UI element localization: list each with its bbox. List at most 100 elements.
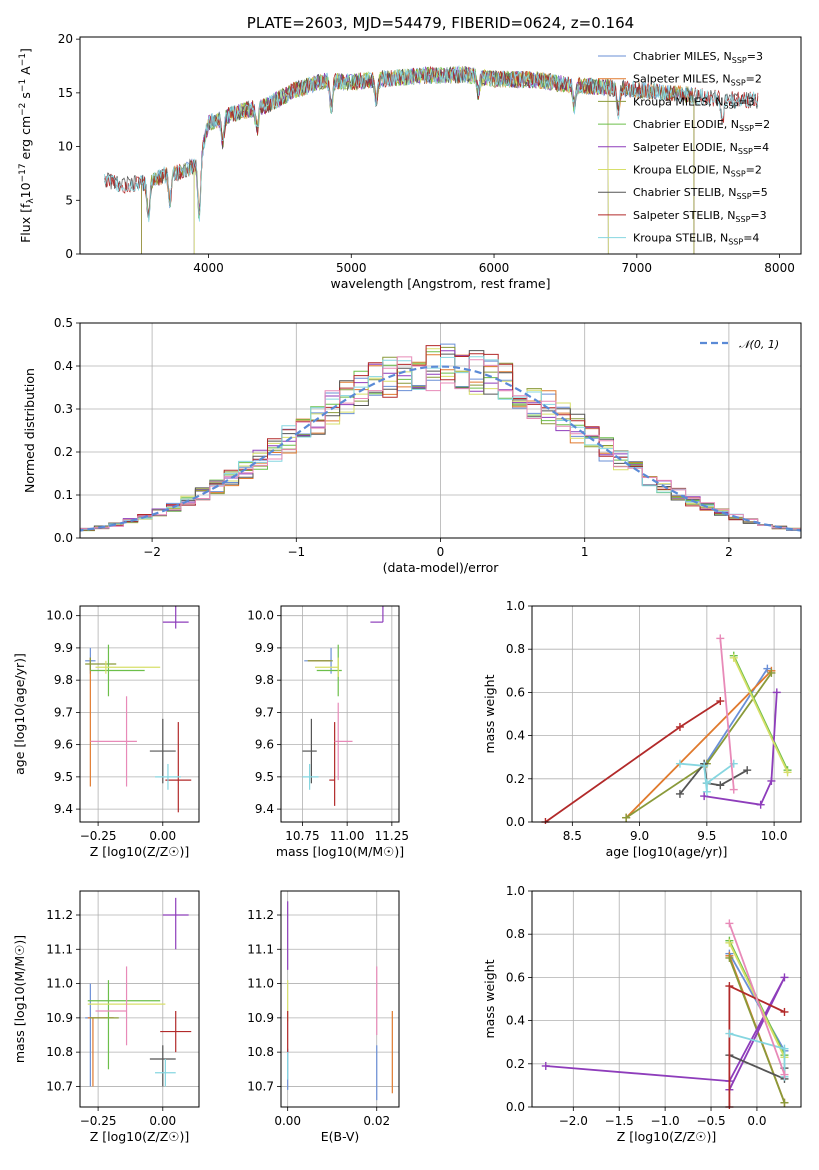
y-tick-label: 9.6	[255, 738, 274, 752]
errorbar-point	[149, 718, 176, 784]
series-line	[544, 700, 721, 823]
x-axis-label: Z [log10(Z/Z☉)]	[617, 1129, 717, 1144]
spectrum-legend: Chabrier MILES, NSSP=3 Salpeter MILES, NS…	[598, 50, 770, 247]
x-tick-label: −1	[287, 545, 305, 559]
y-tick-label: 10.0	[247, 609, 274, 623]
series-marker	[725, 982, 734, 991]
series-marker	[780, 973, 789, 982]
y-tick-label: 0.8	[506, 927, 525, 941]
mass-vs-z-axes: −0.25 0.00 10.7 10.8 10.9 11.0 11.1 11.2 Z [log1…	[12, 890, 200, 1144]
y-tick-label: 10.7	[46, 1079, 73, 1093]
x-tick-label: −0.5	[696, 1114, 725, 1128]
mass-vs-z-points	[85, 897, 192, 1087]
mass-weight-vs-z-series	[541, 919, 789, 1109]
y-tick-label: 10.8	[247, 1045, 274, 1059]
mass-weight-vs-z-axes: −2.0 −1.5 −1.0 −0.5 0.0 0.0 0.2 0.4 0.6 0.8 1.0 Z […	[482, 884, 802, 1144]
y-tick-label: 15	[58, 86, 73, 100]
y-tick-label: 0.4	[506, 1014, 525, 1028]
series-marker	[767, 668, 776, 677]
series-marker	[725, 938, 734, 947]
y-axis-label: mass [log10(M/M☉)]	[12, 935, 27, 1063]
series-line	[704, 692, 778, 806]
mass-vs-ebv-points	[287, 901, 393, 1101]
series-marker	[716, 781, 725, 790]
mass-vs-ebv-axes: 0.00 0.02 10.7 10.8 10.9 11.0 11.1 11.2 E(B-V)	[247, 890, 400, 1144]
spectrum-line-chabrier_elodie	[193, 66, 609, 254]
x-tick-label: 9.5	[697, 829, 716, 843]
y-tick-label: 9.9	[255, 641, 274, 655]
series-marker	[763, 664, 772, 673]
axes-frame	[79, 890, 200, 1108]
axes-frame	[280, 890, 400, 1108]
x-axis-label: Z [log10(Z/Z☉)]	[90, 844, 190, 859]
x-tick-label: −0.25	[80, 1114, 117, 1128]
legend-label: Salpeter ELODIE, NSSP=4	[633, 141, 769, 156]
x-tick-label: 8000	[764, 261, 795, 275]
axes-frame	[79, 605, 200, 823]
series-marker	[767, 776, 776, 785]
legend-label: Salpeter MILES, NSSP=2	[633, 73, 762, 88]
axes-frame	[531, 890, 802, 1108]
spectrum-line-chabrier_stelib	[103, 66, 759, 219]
errorbar-point	[370, 606, 384, 623]
errorbar-point	[155, 1059, 176, 1087]
series-marker	[675, 759, 684, 768]
series-line	[728, 923, 786, 1075]
x-tick-label: 0.00	[149, 829, 176, 843]
x-tick-label: 0.0	[747, 1114, 766, 1128]
series-marker	[716, 634, 725, 643]
y-tick-label: 20	[58, 32, 73, 46]
y-tick-label: 0.2	[54, 445, 73, 459]
y-tick-label: 11.2	[46, 908, 73, 922]
y-tick-label: 11.0	[247, 977, 274, 991]
series-marker	[783, 768, 792, 777]
y-tick-label: 9.4	[54, 802, 73, 816]
legend-label: Kroupa STELIB, NSSP=4	[633, 232, 759, 247]
x-tick-label: 7000	[622, 261, 653, 275]
y-tick-label: 0.1	[54, 488, 73, 502]
errorbar-point	[90, 644, 145, 697]
y-axis-label: Normed distribution	[22, 368, 37, 493]
spectrum-lines	[103, 65, 759, 254]
y-tick-label: 10.9	[46, 1011, 73, 1025]
series-line	[719, 638, 735, 790]
x-tick-label: 6000	[479, 261, 510, 275]
y-tick-label: 10.7	[247, 1079, 274, 1093]
spectrum-line-kroupa_elodie	[193, 66, 609, 254]
errorbar-point	[162, 897, 189, 950]
spectrum-title: PLATE=2603, MJD=54479, FIBERID=0624, z=0…	[247, 14, 634, 32]
y-tick-label: 0.4	[506, 729, 525, 743]
y-axis-label: mass weight	[482, 674, 497, 753]
y-tick-label: 9.7	[54, 705, 73, 719]
errorbar-point	[302, 718, 317, 784]
legend-label: Chabrier MILES, NSSP=3	[633, 50, 763, 65]
y-tick-label: 9.5	[255, 770, 274, 784]
errorbar-point	[155, 763, 181, 790]
y-tick-label: 9.7	[255, 705, 274, 719]
y-tick-label: 0.0	[506, 1100, 525, 1114]
series-marker	[716, 697, 725, 706]
series-marker	[700, 792, 709, 801]
x-tick-label: 4000	[193, 261, 224, 275]
x-tick-label: −1.5	[605, 1114, 634, 1128]
y-tick-label: 0.2	[506, 1057, 525, 1071]
y-tick-label: 10.9	[247, 1011, 274, 1025]
series-marker	[622, 813, 631, 822]
spectrum-axes: 4000 5000 6000 7000 8000 0 5 10 15 20 PLATE=2603, …	[18, 14, 802, 291]
y-tick-label: 0.2	[506, 772, 525, 786]
errorbar-point	[302, 763, 319, 790]
errorbar-point	[162, 606, 189, 629]
y-tick-label: 0.0	[506, 815, 525, 829]
y-tick-label: 9.5	[54, 770, 73, 784]
mass-weight-vs-age-series	[541, 634, 792, 824]
series-marker	[772, 688, 781, 697]
axes-frame	[79, 322, 802, 539]
y-tick-label: 10.8	[46, 1045, 73, 1059]
x-tick-label: −1.0	[651, 1114, 680, 1128]
y-tick-label: 0.3	[54, 402, 73, 416]
y-tick-label: 0.0	[54, 531, 73, 545]
errorbar-point	[90, 696, 137, 787]
histograms	[80, 343, 801, 533]
y-tick-label: 0.6	[506, 685, 525, 699]
